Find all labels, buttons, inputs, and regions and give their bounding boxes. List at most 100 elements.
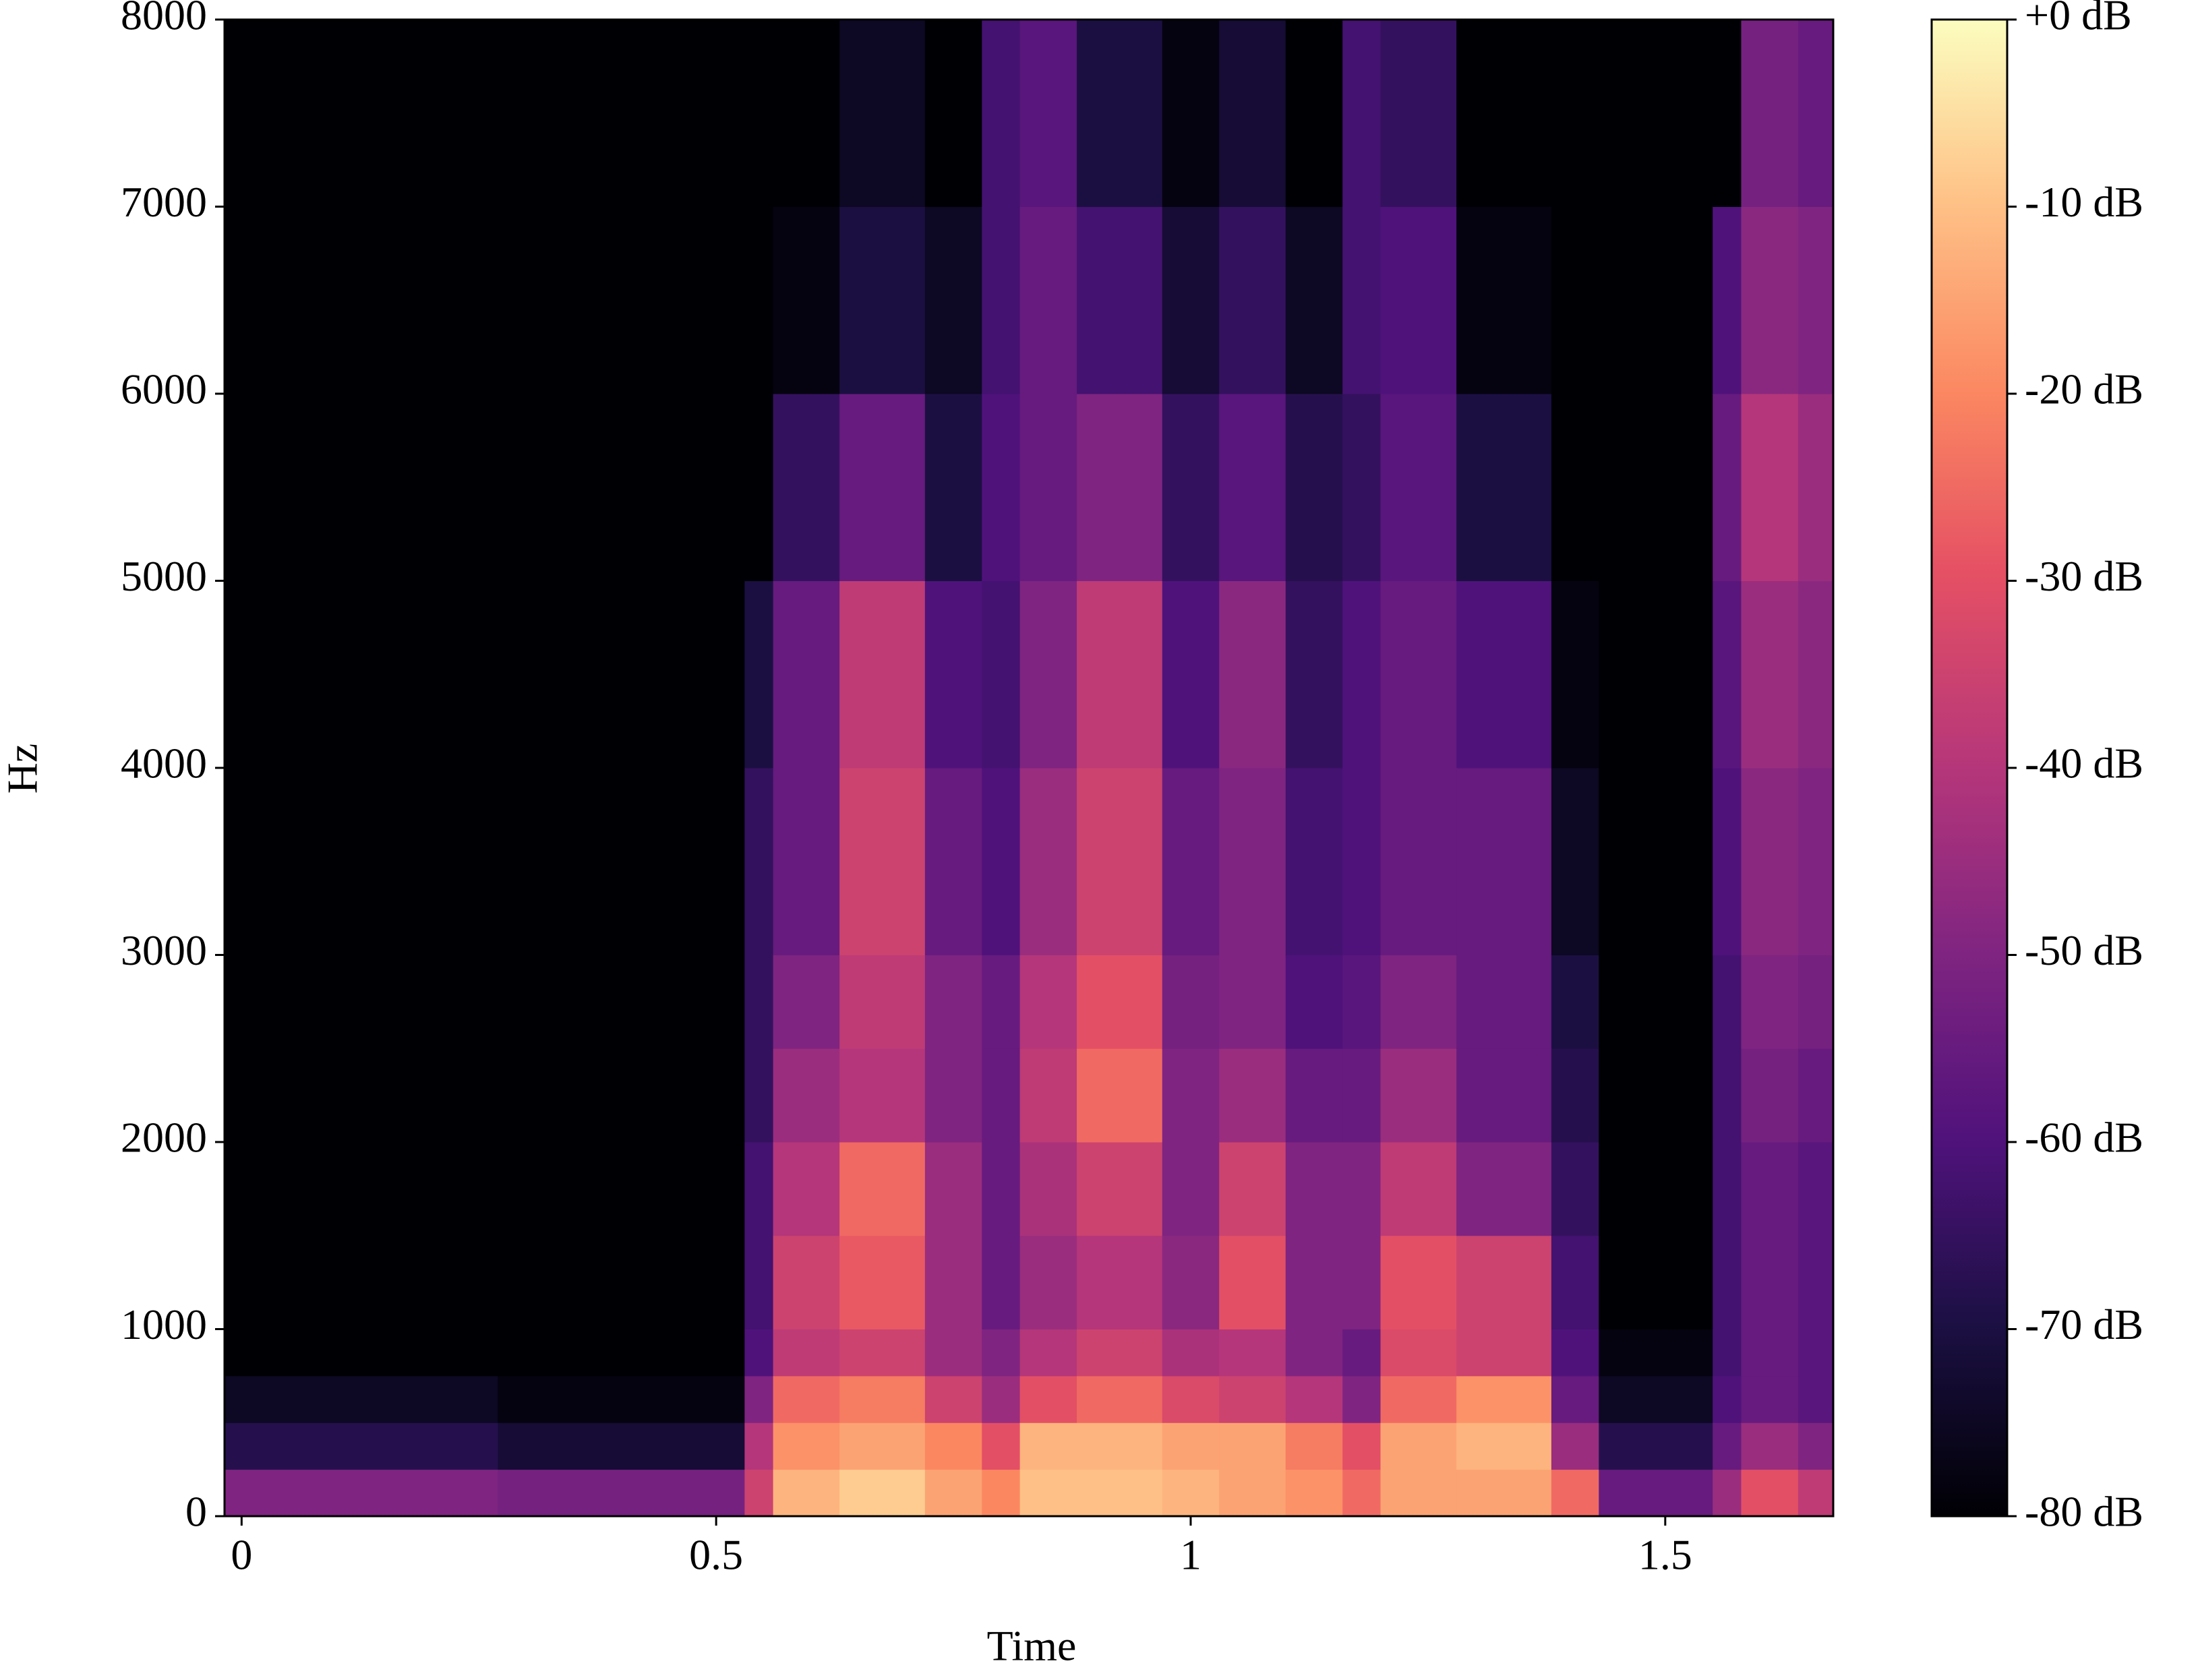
cell: [924, 955, 982, 1049]
cell: [982, 1422, 1021, 1470]
cell: [1162, 1142, 1220, 1236]
cell: [1599, 394, 1713, 581]
cell: [1713, 20, 1742, 207]
cell: [1219, 394, 1286, 581]
cell: [1285, 394, 1343, 581]
cell: [1077, 1142, 1163, 1236]
cell: [1599, 1142, 1713, 1236]
cell: [1342, 1469, 1381, 1517]
cell: [1599, 1235, 1713, 1329]
cell: [982, 206, 1021, 394]
cell: [1797, 20, 1834, 207]
cell: [773, 768, 840, 955]
cell: [1342, 1422, 1381, 1470]
cell: [1380, 20, 1457, 207]
cell: [1599, 580, 1713, 769]
cell: [1162, 580, 1220, 769]
cell: [773, 1142, 840, 1236]
cell: [1285, 1235, 1343, 1329]
cell: [225, 206, 498, 394]
cell: [498, 1235, 745, 1329]
cell: [1713, 1048, 1742, 1143]
cell: [1551, 1422, 1599, 1470]
cell: [1456, 20, 1552, 207]
cell: [1599, 1469, 1713, 1517]
cell: [1162, 1235, 1220, 1329]
cell: [1219, 580, 1286, 769]
cell: [744, 394, 774, 581]
cell: [773, 394, 840, 581]
cell: [1342, 1235, 1381, 1329]
cell: [1713, 1422, 1742, 1470]
cell: [1162, 1422, 1220, 1470]
cell: [1342, 955, 1381, 1049]
cell: [1741, 206, 1799, 394]
cell: [1380, 955, 1457, 1049]
cell: [1741, 1142, 1799, 1236]
cell: [1713, 1235, 1742, 1329]
cell: [839, 580, 926, 769]
cell: [1162, 1469, 1220, 1517]
cell: [1599, 1329, 1713, 1377]
cell: [498, 768, 745, 955]
y-tick-label: 0: [185, 1488, 207, 1536]
cell: [1599, 1048, 1713, 1143]
cell: [1077, 1235, 1163, 1329]
cell: [744, 955, 774, 1049]
cell: [1219, 1469, 1286, 1517]
cell: [1380, 1422, 1457, 1470]
cell: [773, 1235, 840, 1329]
cell: [1741, 1048, 1799, 1143]
cell: [1456, 1329, 1552, 1377]
cell: [982, 580, 1021, 769]
cell: [1077, 1329, 1163, 1377]
cell: [773, 955, 840, 1049]
cell: [1456, 955, 1552, 1049]
cell: [924, 1235, 982, 1329]
cell: [1741, 1469, 1799, 1517]
colorbar-tick-label: -80 dB: [2025, 1488, 2143, 1536]
cell: [982, 1142, 1021, 1236]
cell: [744, 1235, 774, 1329]
cell: [498, 1329, 745, 1377]
heatmap: [225, 20, 1834, 1517]
y-tick-label: 4000: [121, 740, 207, 787]
cell: [982, 1375, 1021, 1423]
cell: [744, 1422, 774, 1470]
cell: [1342, 394, 1381, 581]
cell: [924, 20, 982, 207]
cell: [225, 1422, 498, 1470]
y-tick-label: 2000: [121, 1114, 207, 1162]
cell: [744, 1375, 774, 1423]
cell: [1380, 1048, 1457, 1143]
cell: [225, 20, 498, 207]
cell: [1380, 1469, 1457, 1517]
cell: [773, 1422, 840, 1470]
y-tick-label: 5000: [121, 552, 207, 600]
cell: [1599, 20, 1713, 207]
cell: [1285, 206, 1343, 394]
cell: [744, 1329, 774, 1377]
cell: [1797, 955, 1834, 1049]
x-axis-label: Time: [987, 1622, 1077, 1670]
cell: [1551, 1469, 1599, 1517]
cell: [225, 1235, 498, 1329]
cell: [1077, 1048, 1163, 1143]
cell: [1741, 1235, 1799, 1329]
cell: [982, 768, 1021, 955]
cell: [1551, 1048, 1599, 1143]
cell: [1380, 1235, 1457, 1329]
cell: [1077, 20, 1163, 207]
colorbar-tick-label: -20 dB: [2025, 365, 2143, 413]
cell: [1741, 580, 1799, 769]
cell: [982, 1469, 1021, 1517]
cell: [744, 580, 774, 769]
cell: [839, 394, 926, 581]
cell: [1380, 1375, 1457, 1423]
cell: [1741, 1422, 1799, 1470]
cell: [1551, 768, 1599, 955]
cell: [924, 768, 982, 955]
cell: [1342, 1142, 1381, 1236]
cell: [1456, 768, 1552, 955]
